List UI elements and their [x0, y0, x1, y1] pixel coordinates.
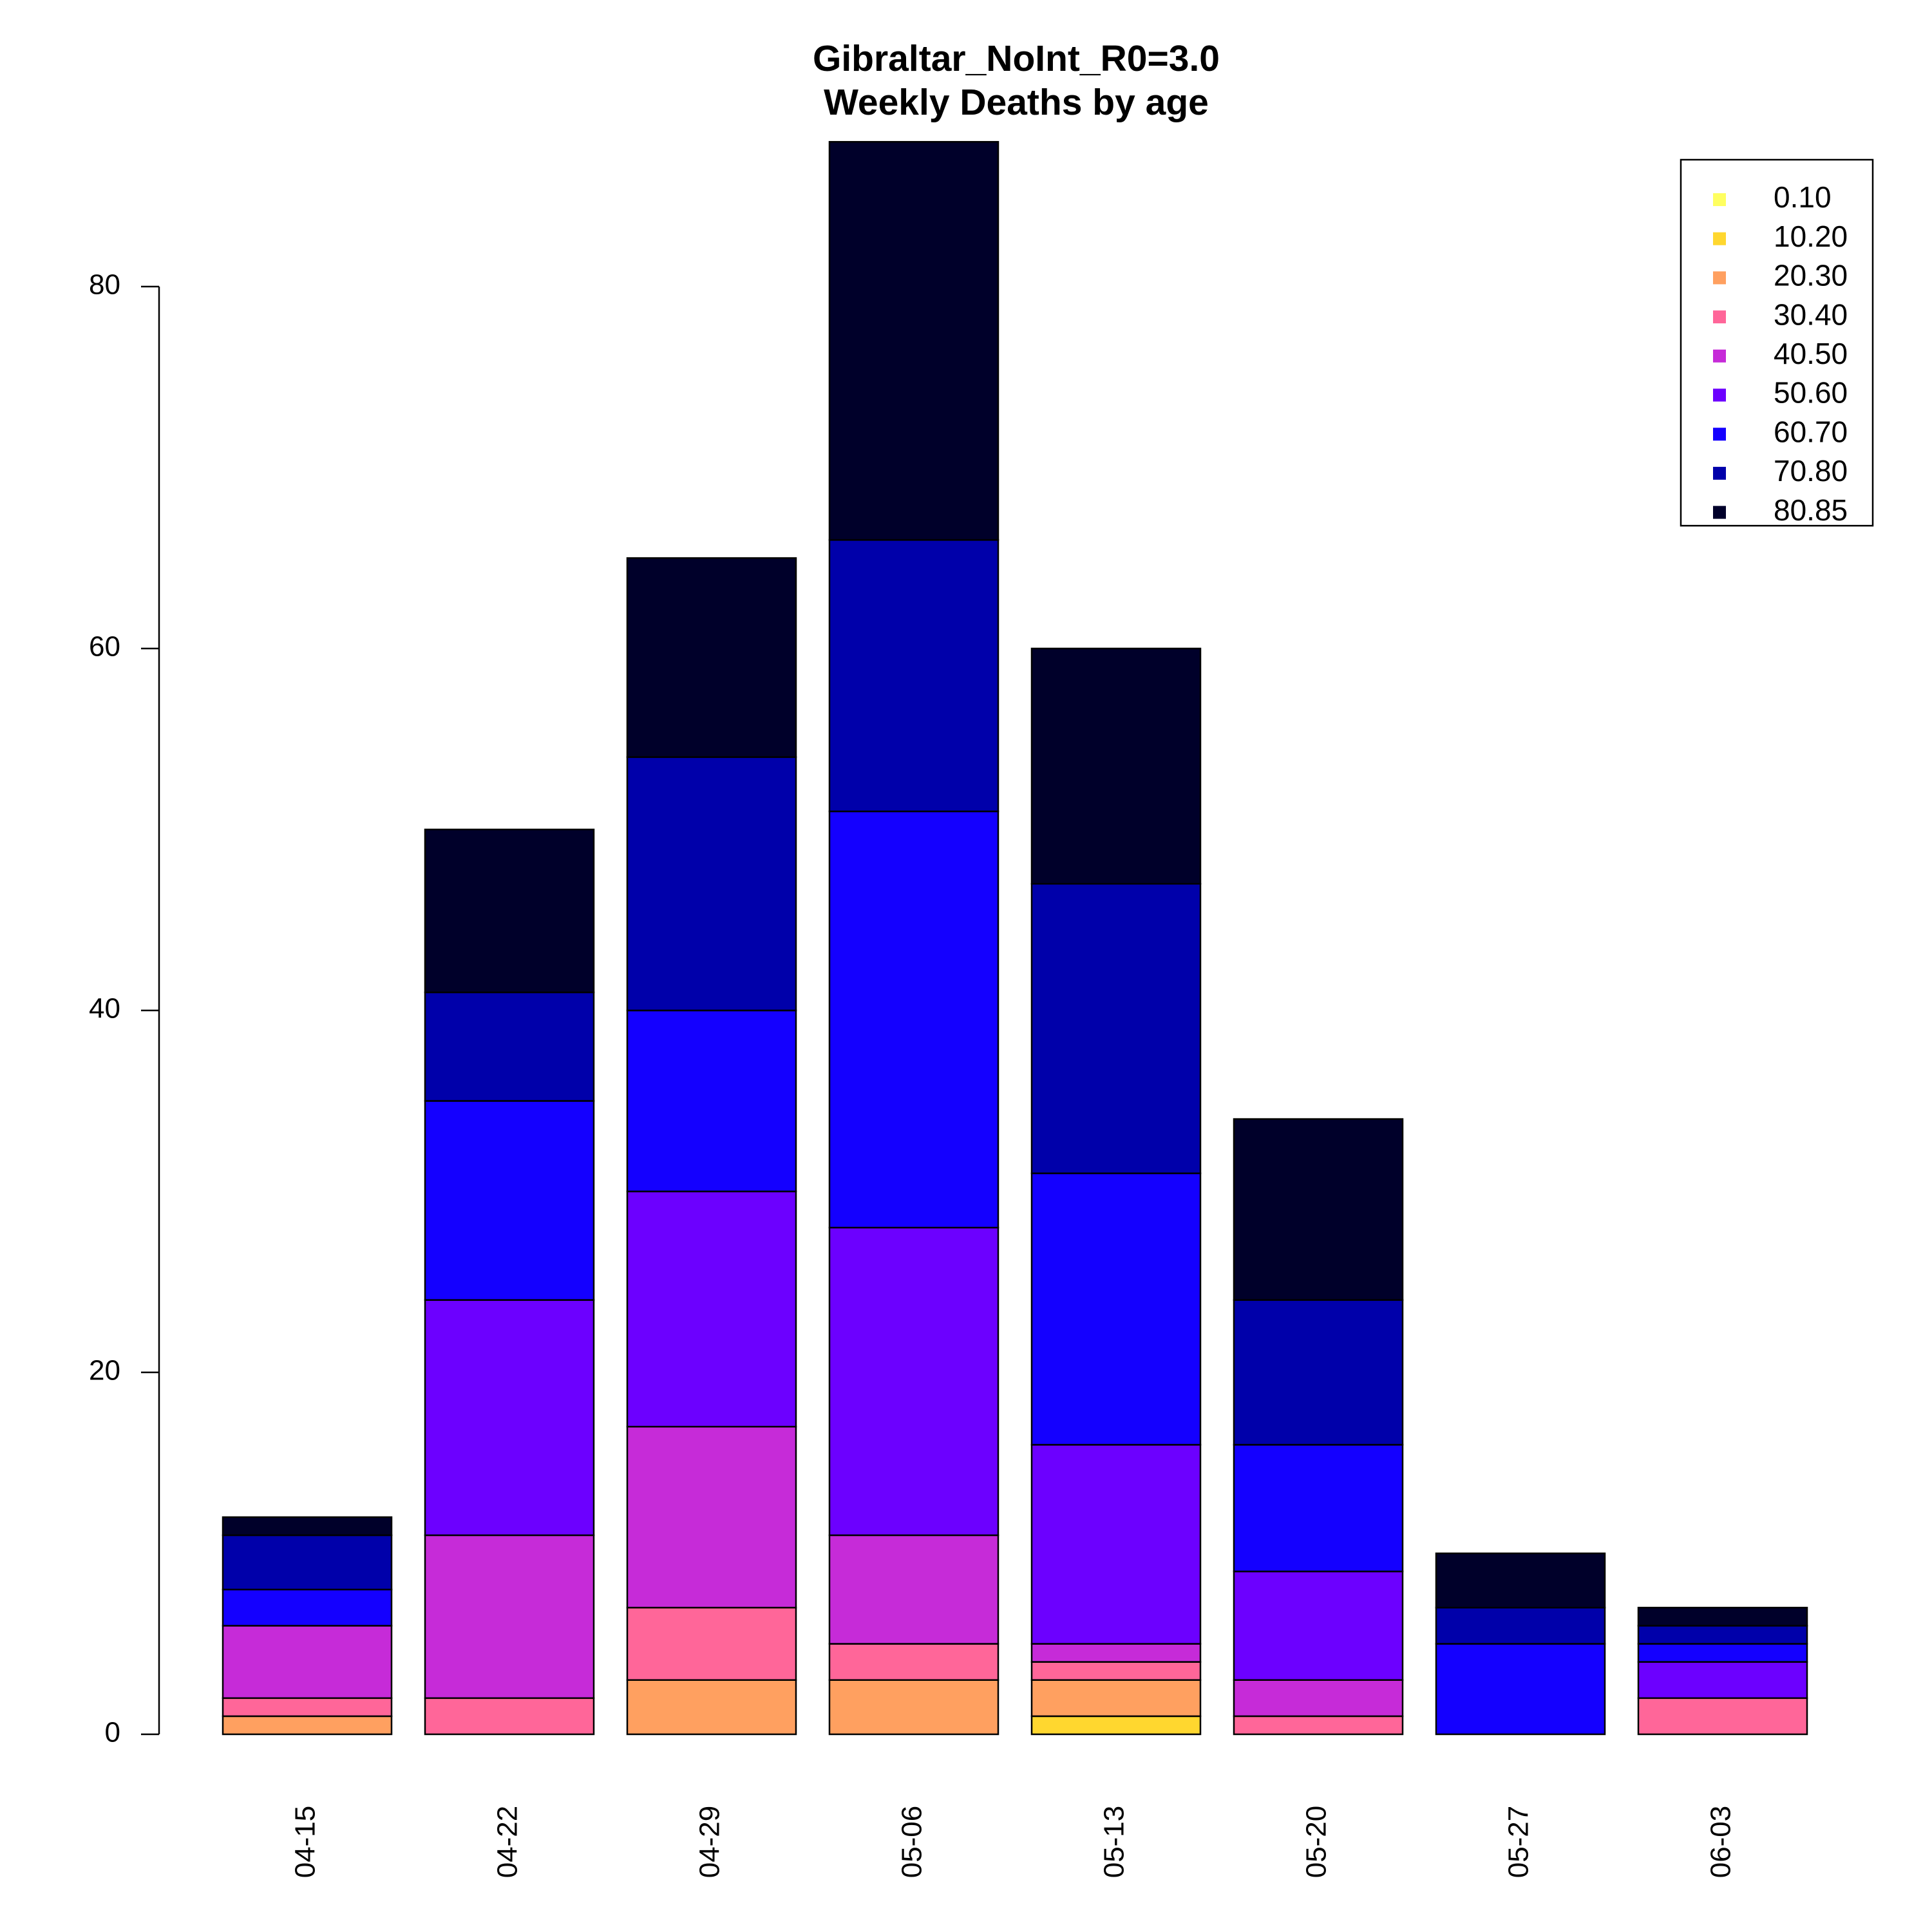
bar-segment	[626, 1009, 797, 1193]
bar-segment	[424, 1299, 595, 1537]
legend-swatch	[1713, 466, 1726, 480]
bar-segment	[1030, 1444, 1202, 1645]
bar-segment	[1233, 1679, 1404, 1718]
legend-label: 40.50	[1774, 337, 1848, 370]
legend-label: 70.80	[1774, 454, 1848, 488]
bar-segment	[1233, 1715, 1404, 1736]
y-tick-label: 0	[105, 1717, 120, 1748]
y-axis: 0 20 40 60 80	[89, 269, 160, 1748]
legend-label: 30.40	[1774, 298, 1848, 331]
bar-segment	[1030, 1715, 1202, 1736]
bar-segment	[626, 756, 797, 1012]
bar-segment	[222, 1534, 393, 1591]
bar-segment	[1233, 1118, 1404, 1301]
legend-label: 20.30	[1774, 259, 1848, 292]
bar-segment	[1030, 1679, 1202, 1718]
legend-swatch	[1713, 232, 1726, 245]
legend: 0.10 10.20 20.30 30.40 40.50 50.60 60.70 70.80 8…	[1680, 158, 1874, 527]
bar-segment	[222, 1625, 393, 1700]
bar-segment	[1435, 1643, 1606, 1736]
bar-segment	[626, 557, 797, 758]
legend-label: 0.10	[1774, 180, 1832, 214]
legend-swatch	[1713, 193, 1726, 206]
bar-segment	[424, 1697, 595, 1736]
bar-segment	[1637, 1661, 1808, 1700]
bar-segment	[1233, 1444, 1404, 1573]
legend-swatch	[1713, 310, 1726, 324]
bar-segment	[828, 1534, 999, 1645]
bar-segment	[1030, 647, 1202, 885]
legend-swatch	[1713, 271, 1726, 285]
legend-swatch	[1713, 349, 1726, 363]
legend-swatch	[1713, 428, 1726, 441]
bar-segment	[626, 1679, 797, 1736]
bar-segment	[222, 1715, 393, 1736]
bar-segment	[828, 1679, 999, 1736]
legend-label: 60.70	[1774, 415, 1848, 448]
bar-segment	[1030, 1661, 1202, 1681]
bar-segment	[222, 1588, 393, 1627]
bar-segment	[1233, 1299, 1404, 1446]
x-axis-labels: 04-15 04-22 04-29 05-06 05-13 05-20 05-27 06-03	[290, 1806, 1737, 1879]
y-tick-label: 20	[89, 1355, 120, 1387]
bar-segment	[1435, 1607, 1606, 1645]
legend-label: 50.60	[1774, 376, 1848, 410]
x-tick-label: 05-06	[896, 1806, 928, 1879]
chart-title: Gibraltar_NoInt_R0=3.0	[813, 38, 1220, 79]
x-tick-label: 04-15	[290, 1806, 321, 1879]
legend-box	[1680, 158, 1874, 527]
bars	[222, 140, 1808, 1736]
y-tick-label: 60	[89, 631, 120, 663]
x-tick-label: 05-13	[1099, 1806, 1130, 1879]
bar-segment	[1030, 1643, 1202, 1663]
legend-label: 80.85	[1774, 493, 1848, 527]
bar-segment	[626, 1190, 797, 1428]
x-tick-label: 04-29	[694, 1806, 726, 1879]
bar-segment	[1435, 1552, 1606, 1609]
bar-segment	[1030, 883, 1202, 1175]
bar-segment	[424, 828, 595, 994]
bar-segment	[1637, 1643, 1808, 1663]
x-tick-label: 05-27	[1503, 1806, 1535, 1879]
x-tick-label: 04-22	[492, 1806, 524, 1879]
bar-segment	[424, 1100, 595, 1301]
bar-segment	[222, 1516, 393, 1537]
bar-segment	[1637, 1607, 1808, 1627]
bar-segment	[424, 991, 595, 1102]
legend-swatch	[1713, 388, 1726, 402]
y-tick-label: 80	[89, 269, 120, 301]
bar-segment	[828, 1643, 999, 1681]
y-tick-label: 40	[89, 993, 120, 1025]
bar-segment	[1637, 1625, 1808, 1645]
bar-segment	[828, 539, 999, 813]
bar-segment	[222, 1697, 393, 1718]
bar-segment	[828, 1226, 999, 1537]
x-tick-label: 05-20	[1301, 1806, 1332, 1879]
bar-segment	[1030, 1172, 1202, 1446]
bar-segment	[1233, 1570, 1404, 1681]
chart-subtitle: Weekly Deaths by age	[824, 82, 1209, 123]
bar-segment	[626, 1426, 797, 1609]
bar-segment	[1637, 1697, 1808, 1736]
bar-segment	[828, 810, 999, 1229]
bar-segment	[424, 1534, 595, 1700]
bar-segment	[626, 1607, 797, 1681]
legend-swatch	[1713, 506, 1726, 519]
x-tick-label: 06-03	[1705, 1806, 1737, 1879]
legend-label: 10.20	[1774, 220, 1848, 253]
bar-segment	[828, 140, 999, 541]
